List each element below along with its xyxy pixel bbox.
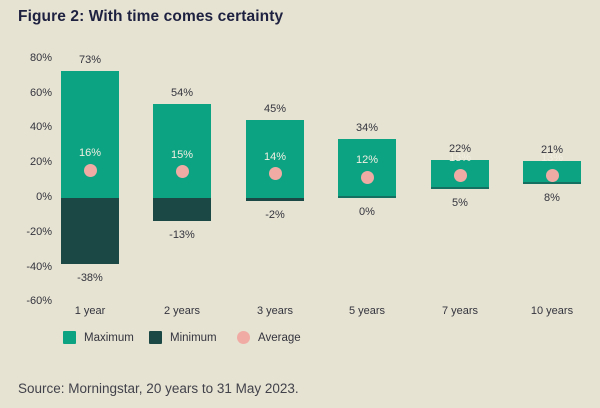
y-axis-tick-label: 0% (36, 191, 52, 203)
bar-maximum-label: 22% (448, 142, 472, 155)
y-axis-tick-label: -60% (26, 295, 52, 308)
bar-minimum-range (153, 198, 211, 221)
x-axis-category-label: 2 years (163, 305, 201, 317)
legend-item-minimum: Minimum (149, 331, 217, 344)
x-axis-category-label: 7 years (441, 305, 479, 317)
legend-label: Maximum (84, 331, 134, 344)
bar-average-label: 15% (170, 148, 194, 161)
bar-minimum-label: 5% (452, 197, 468, 210)
bar-minimum-label: -38% (77, 272, 103, 285)
x-axis-category-label: 5 years (348, 305, 386, 317)
legend-minimum-swatch-square (149, 331, 162, 344)
y-axis-tick-label: 20% (29, 156, 52, 169)
bar-minimum-label: -2% (265, 209, 285, 222)
bar-average-label: 16% (78, 147, 102, 160)
y-axis-tick-label: 40% (29, 121, 52, 134)
bar-average-label: 12% (355, 154, 379, 167)
bar-maximum-range (153, 104, 211, 198)
legend-item-maximum: Maximum (63, 331, 134, 344)
legend-label: Minimum (170, 331, 217, 344)
bar-maximum-label: 34% (355, 121, 379, 134)
average-marker-dot (83, 163, 97, 177)
bar-minimum-edge (431, 187, 489, 190)
bar-maximum-label: 21% (540, 144, 564, 157)
bar-average-label: 13% (540, 152, 564, 165)
legend-item-average: Average (237, 331, 301, 344)
y-axis-tick-label: 60% (29, 86, 52, 99)
average-marker-dot (360, 170, 374, 184)
legend-maximum-swatch-square (63, 331, 76, 344)
bar-minimum-edge (523, 182, 581, 185)
x-axis-category-label: 1 year (74, 305, 106, 317)
average-marker-dot (453, 168, 467, 182)
average-marker-dot (545, 168, 559, 182)
bar-maximum-label: 45% (263, 102, 287, 115)
bar-minimum-range (61, 198, 119, 265)
bar-maximum-label: 54% (170, 87, 194, 100)
source-note: Source: Morningstar, 20 years to 31 May … (18, 381, 299, 396)
bar-maximum-range (61, 70, 119, 198)
bar-minimum-label: -13% (169, 228, 195, 241)
bar-average-label: 14% (263, 150, 287, 163)
bar-minimum-edge (338, 196, 396, 198)
y-axis-tick-label: -20% (26, 225, 52, 238)
bar-maximum-range (338, 138, 396, 198)
bar-maximum-label: 73% (78, 53, 102, 66)
y-axis-tick-label: -40% (26, 260, 52, 273)
y-axis-tick-label: 80% (29, 51, 52, 64)
legend-average-swatch-circle (237, 331, 250, 344)
bar-average-label: 13% (448, 152, 472, 165)
average-marker-dot (268, 167, 282, 181)
bar-minimum-range (246, 198, 304, 202)
figure-title: Figure 2: With time comes certainty (18, 8, 284, 25)
x-axis-category-label: 10 years (530, 305, 574, 317)
bar-maximum-range (246, 119, 304, 198)
legend-label: Average (258, 331, 301, 344)
bar-minimum-label: 0% (359, 206, 375, 218)
x-axis-category-label: 3 years (256, 305, 294, 317)
average-marker-dot (175, 165, 189, 179)
bar-minimum-label: 8% (544, 192, 560, 205)
